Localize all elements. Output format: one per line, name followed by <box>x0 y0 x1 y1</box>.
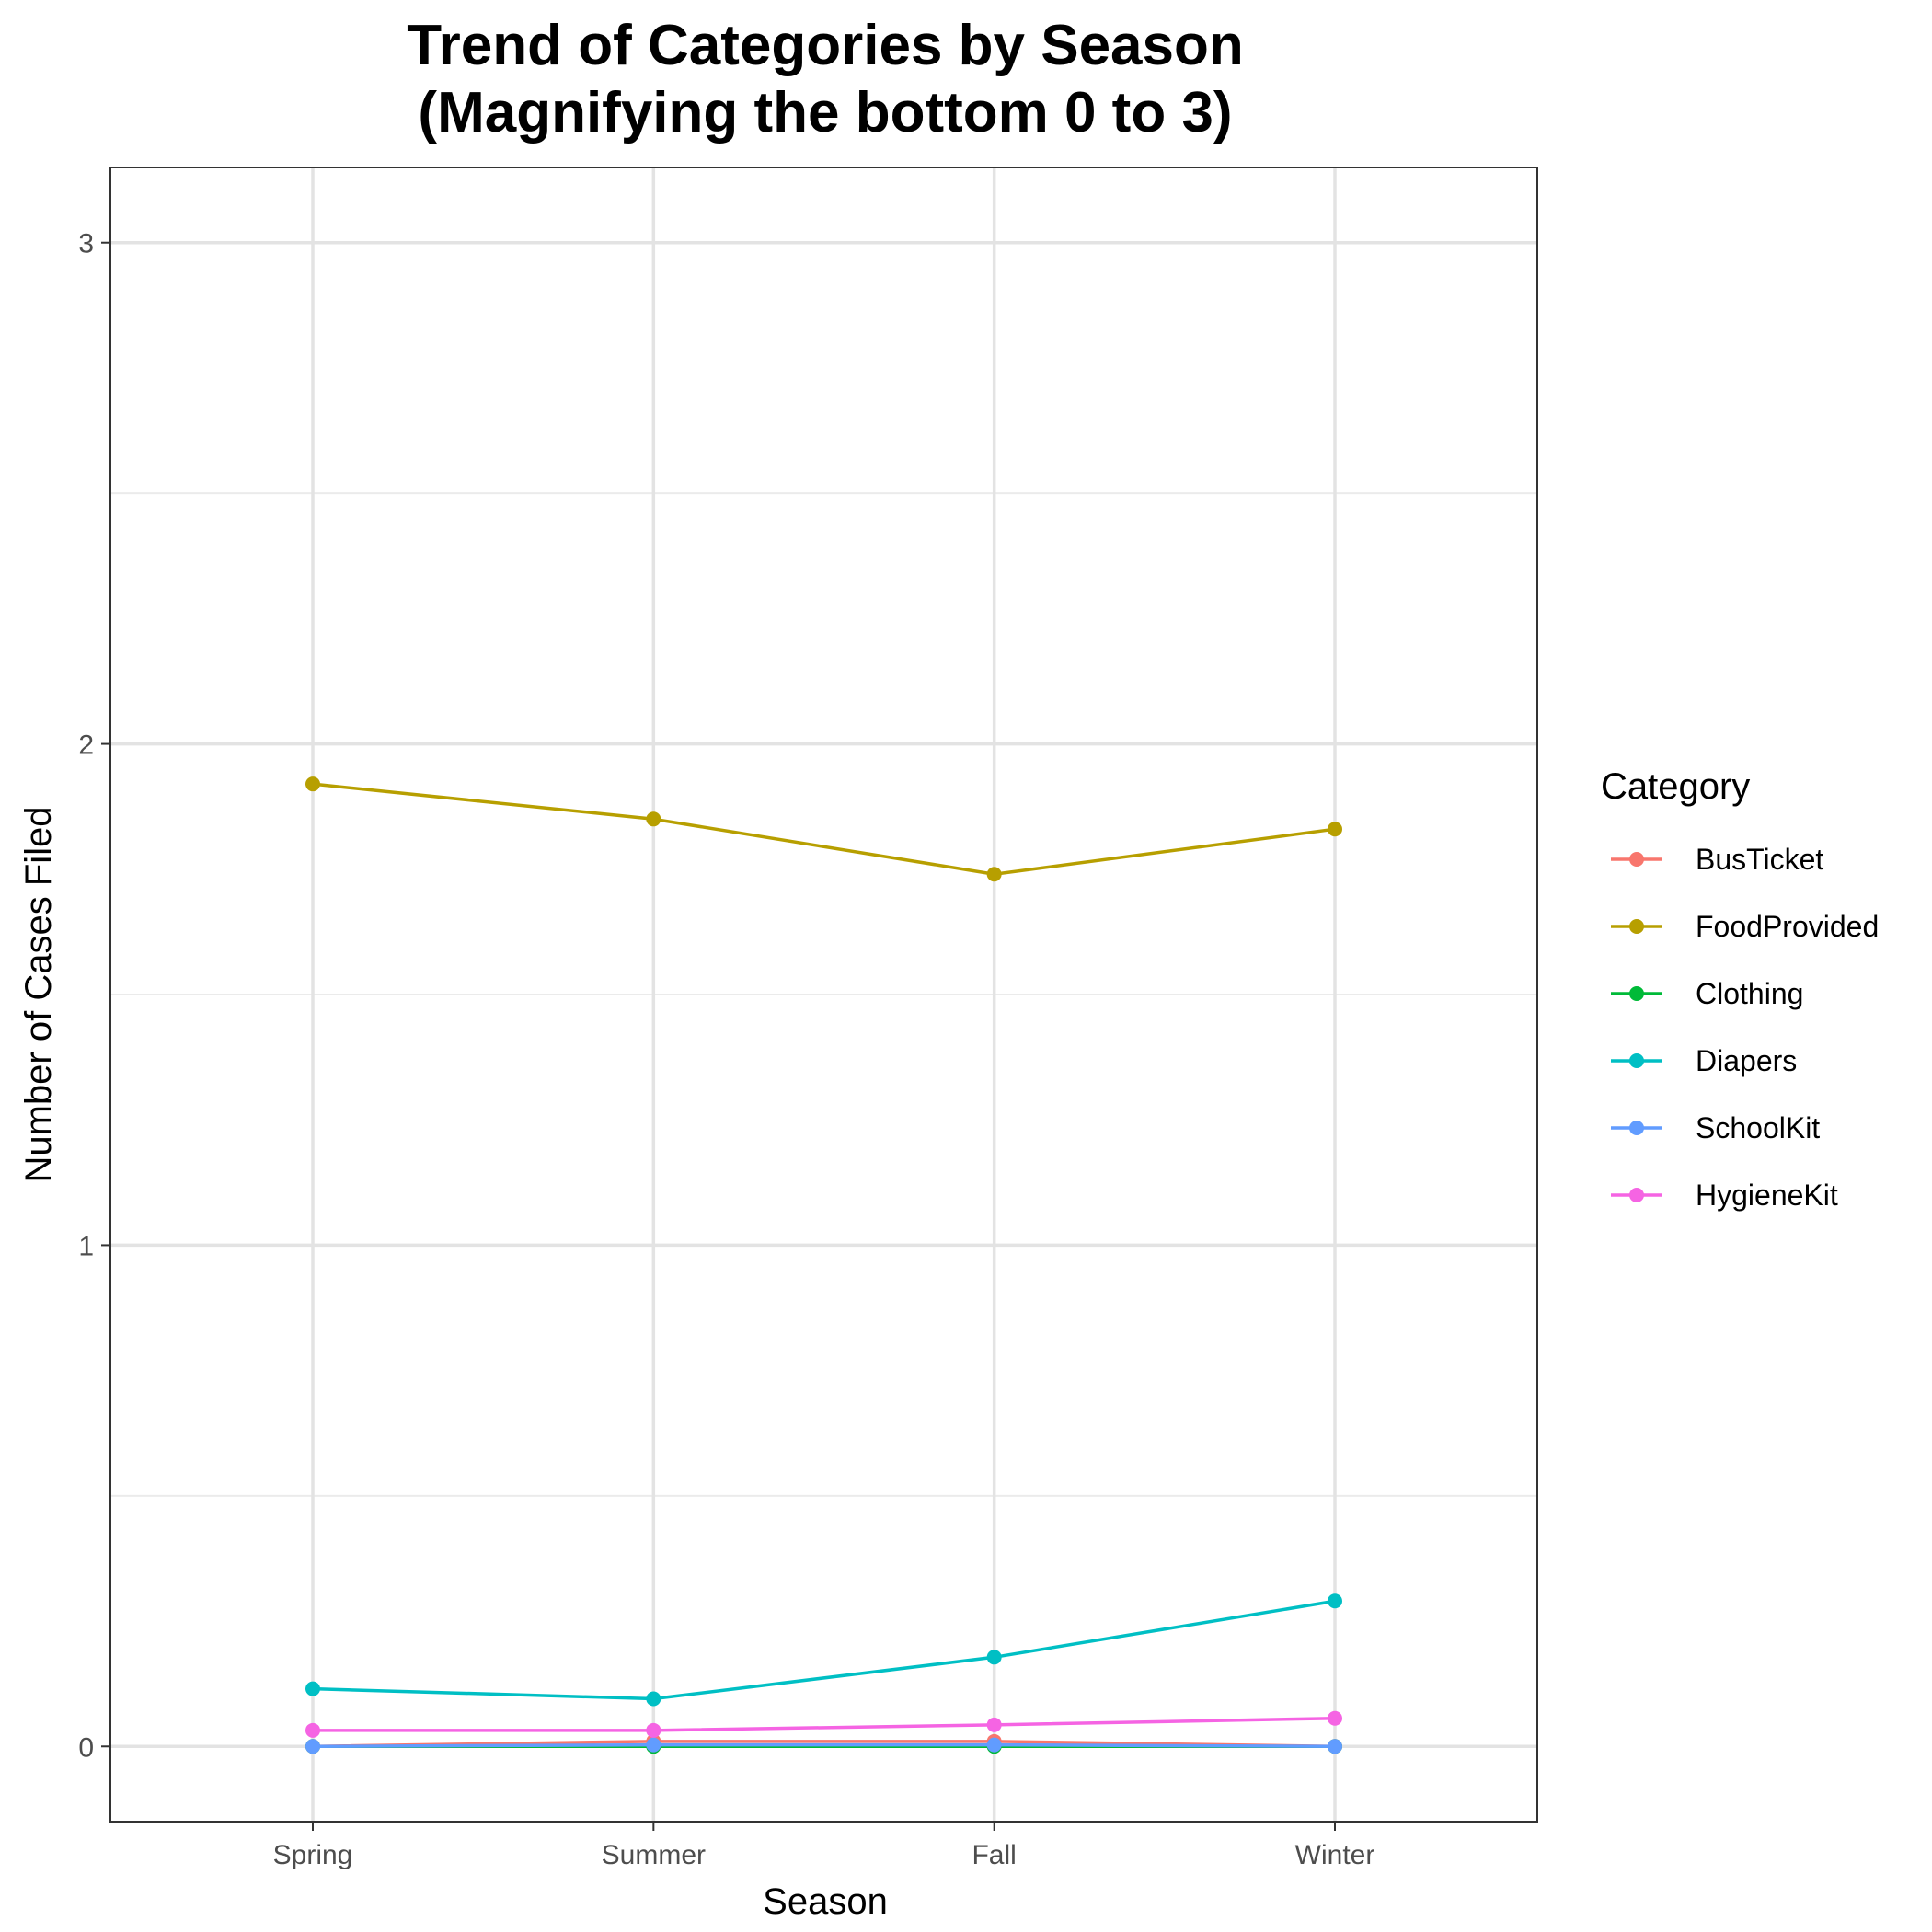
legend-label: BusTicket <box>1696 843 1823 876</box>
x-axis: Spring Summer Fall Winter <box>273 1822 1375 1870</box>
legend-item-diapers: Diapers <box>1611 1044 1797 1077</box>
x-tick-label: Winter <box>1295 1840 1375 1870</box>
legend: Category BusTicket FoodProvided Clothing Di… <box>1601 766 1879 1212</box>
x-axis-title: Season <box>763 1881 888 1922</box>
data-point-foodprovided <box>305 776 320 792</box>
legend-key-point <box>1629 919 1644 934</box>
y-tick-label: 2 <box>78 730 94 761</box>
series-hygienekit <box>305 1710 1342 1738</box>
legend-key-point <box>1629 1053 1644 1068</box>
chart-title: Trend of Categories by Season <box>407 14 1244 77</box>
legend-label: Clothing <box>1696 977 1803 1010</box>
data-point-diapers <box>1328 1593 1342 1609</box>
legend-label: FoodProvided <box>1696 910 1879 943</box>
series-line-schoolkit <box>312 1742 1336 1749</box>
y-tick-label: 0 <box>78 1732 94 1763</box>
legend-key-point <box>1629 852 1644 867</box>
data-point-schoolkit <box>1328 1739 1342 1754</box>
legend-key-point <box>1629 1121 1644 1135</box>
data-point-schoolkit <box>986 1737 1002 1753</box>
data-point-hygienekit <box>986 1717 1002 1732</box>
data-point-hygienekit <box>1328 1710 1342 1726</box>
plot-border <box>109 167 1538 1823</box>
series-diapers <box>305 1593 1342 1707</box>
data-point-schoolkit <box>646 1737 661 1753</box>
x-tick-label: Fall <box>972 1840 1016 1870</box>
x-tick-label: Spring <box>273 1840 353 1870</box>
series-line-hygienekit <box>313 1717 1336 1732</box>
series-layer <box>305 776 1342 1754</box>
series-line-diapers <box>312 1599 1336 1701</box>
legend-key-point <box>1629 986 1644 1001</box>
data-point-hygienekit <box>646 1722 661 1738</box>
x-tick-label: Summer <box>602 1840 706 1870</box>
data-point-hygienekit <box>305 1722 320 1738</box>
y-tick-label: 1 <box>78 1231 94 1261</box>
legend-label: SchoolKit <box>1696 1111 1820 1144</box>
legend-label: Diapers <box>1696 1044 1797 1077</box>
legend-item-hygienekit: HygieneKit <box>1611 1179 1838 1212</box>
series-schoolkit <box>305 1737 1342 1754</box>
data-point-foodprovided <box>646 811 661 827</box>
legend-item-foodprovided: FoodProvided <box>1611 910 1879 943</box>
legend-key-point <box>1629 1188 1644 1202</box>
grid-lines <box>110 167 1537 1822</box>
data-point-foodprovided <box>986 867 1002 882</box>
data-point-diapers <box>986 1650 1002 1665</box>
y-tick-label: 3 <box>78 229 94 259</box>
chart-subtitle: (Magnifying the bottom 0 to 3) <box>418 81 1232 144</box>
legend-item-clothing: Clothing <box>1611 977 1803 1010</box>
legend-label: HygieneKit <box>1696 1179 1838 1212</box>
data-point-schoolkit <box>305 1739 320 1754</box>
series-line-foodprovided <box>312 782 1336 876</box>
legend-title: Category <box>1601 766 1750 807</box>
data-point-foodprovided <box>1328 822 1342 837</box>
y-axis: 0 1 2 3 <box>78 229 110 1763</box>
series-line-busticket <box>312 1740 1336 1749</box>
legend-item-busticket: BusTicket <box>1611 843 1823 876</box>
y-axis-title: Number of Cases Filed <box>18 806 59 1182</box>
legend-item-schoolkit: SchoolKit <box>1611 1111 1820 1144</box>
data-point-diapers <box>305 1681 320 1696</box>
series-foodprovided <box>305 776 1342 882</box>
data-point-diapers <box>646 1691 661 1707</box>
